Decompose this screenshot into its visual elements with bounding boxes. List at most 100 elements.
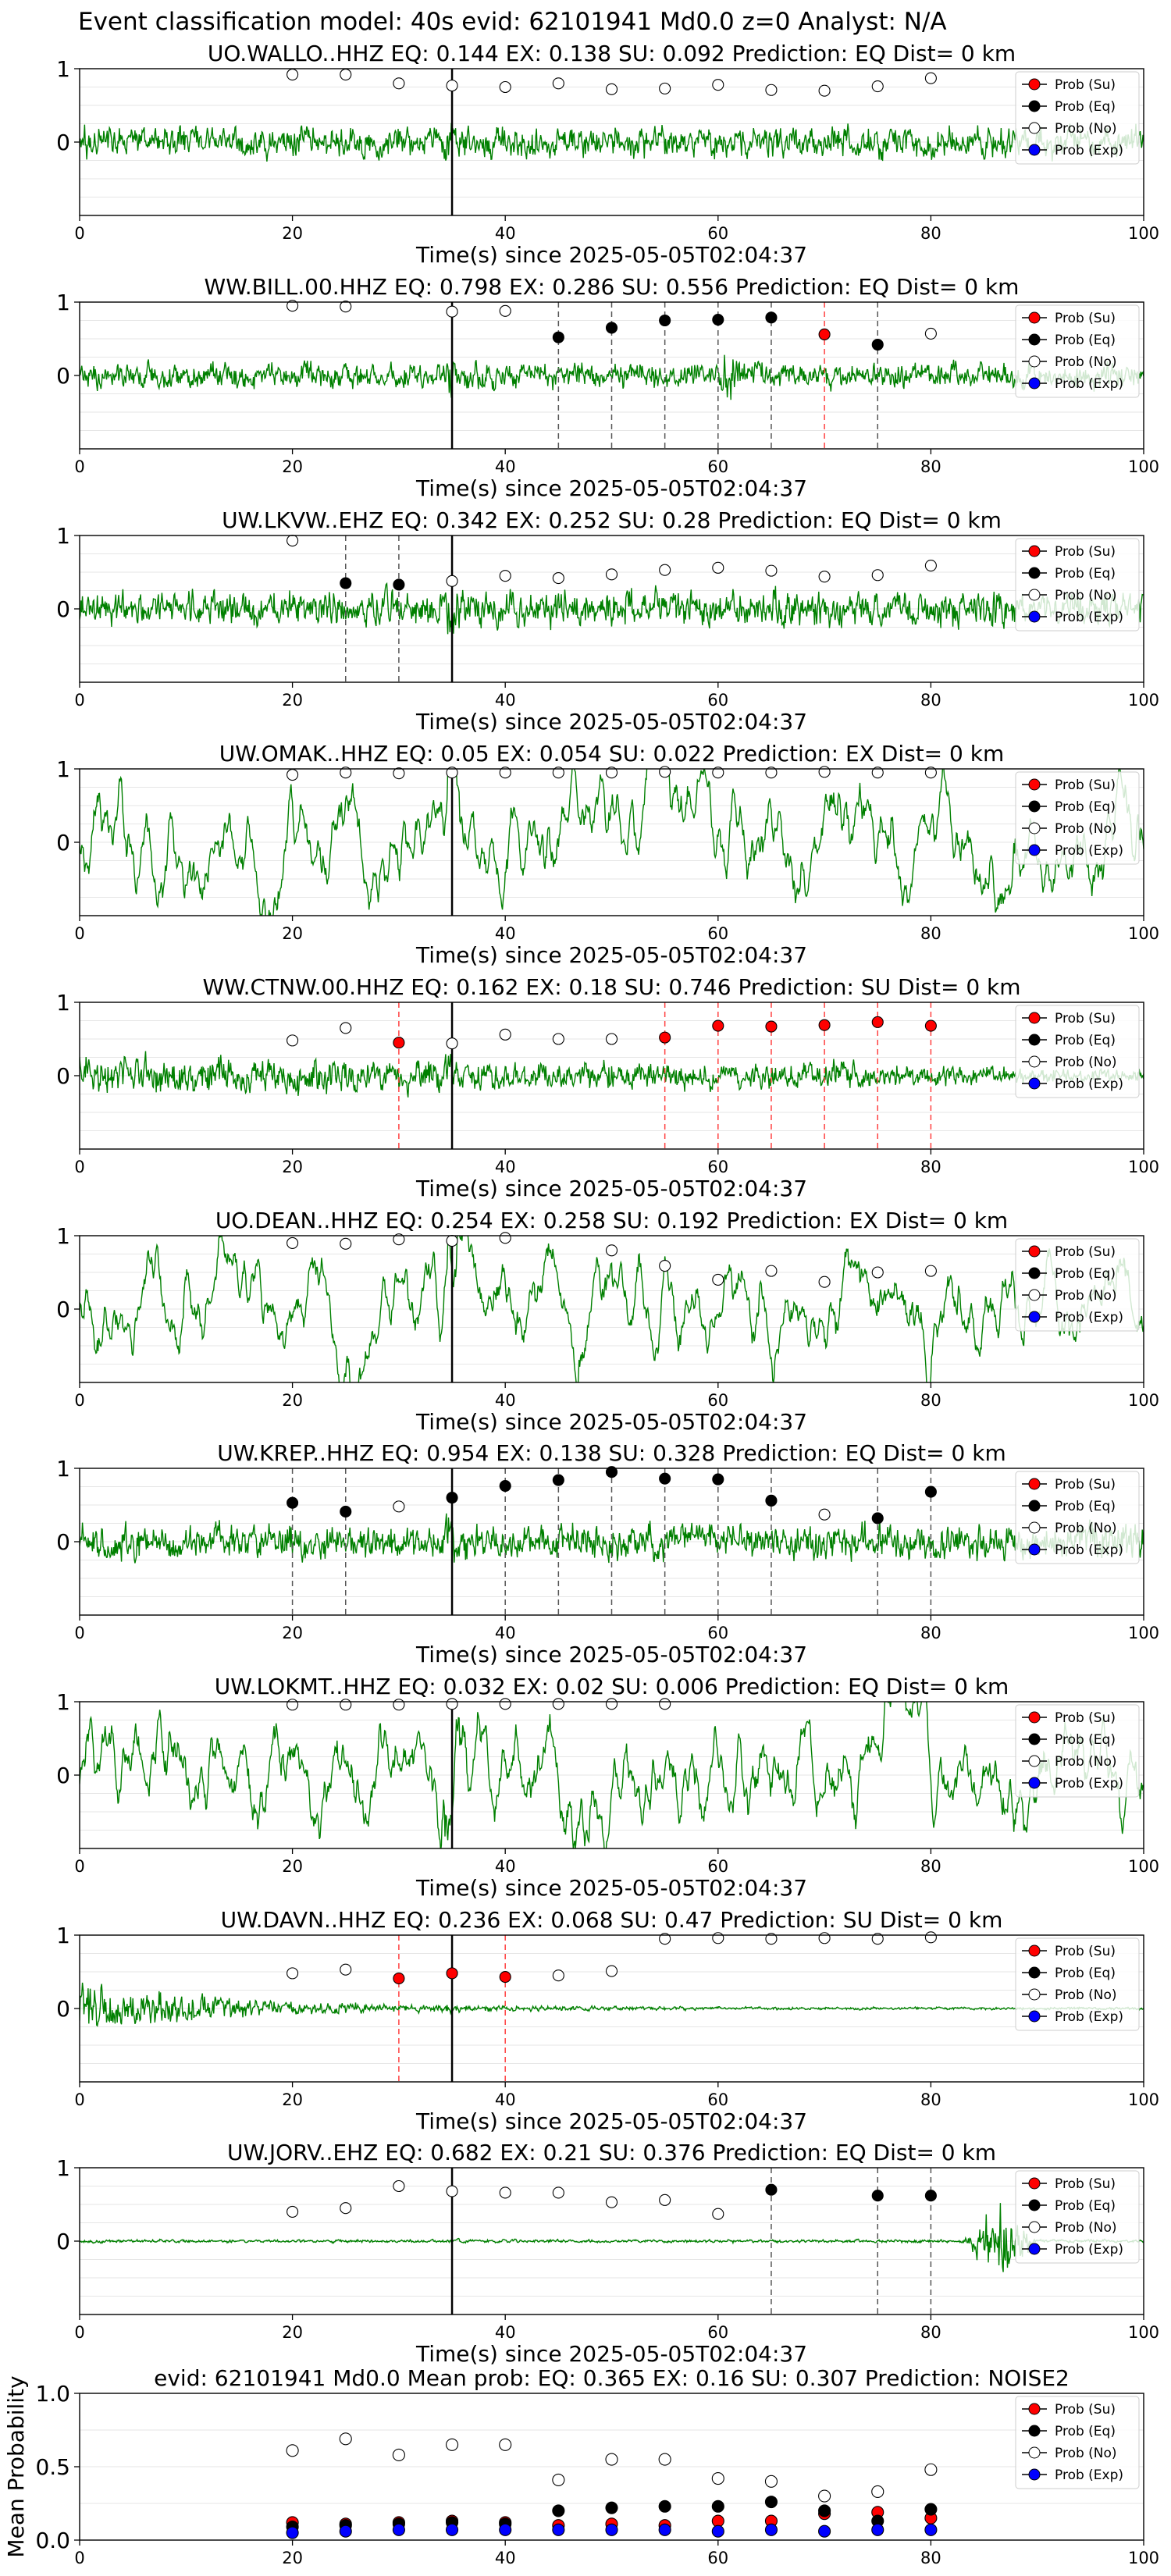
prob-marker-su xyxy=(499,1971,511,1984)
legend-label-no: Prob (No) xyxy=(1055,1521,1117,1536)
prob-marker-no xyxy=(393,1233,405,1246)
x-tick-label: 40 xyxy=(495,1391,516,1410)
y-tick-label: 0 xyxy=(56,1297,70,1322)
legend: Prob (Su) Prob (Eq) Prob (No) Prob (Exp) xyxy=(1015,1005,1140,1098)
prob-marker-eq xyxy=(924,2190,937,2202)
mean-marker-no xyxy=(658,2453,671,2466)
legend-label-exp: Prob (Exp) xyxy=(1055,843,1123,859)
x-tick-label: 40 xyxy=(495,691,516,710)
panel-title: WW.BILL.00.HHZ EQ: 0.798 EX: 0.286 SU: 0… xyxy=(205,274,1020,300)
y-axis-label: Mean Probability xyxy=(3,2375,29,2557)
panel-title: UW.JORV..EHZ EQ: 0.682 EX: 0.21 SU: 0.37… xyxy=(227,2140,996,2165)
panel-uo-wallo-hhz: UO.WALLO..HHZ EQ: 0.144 EX: 0.138 SU: 0.… xyxy=(56,41,1159,268)
y-tick-label: 0 xyxy=(56,2229,70,2254)
legend-marker-no xyxy=(1028,122,1041,134)
mean-marker-exp xyxy=(818,2524,831,2538)
x-axis-label: Time(s) since 2025-05-05T02:04:37 xyxy=(415,242,807,268)
x-tick-label: 60 xyxy=(707,1391,728,1410)
x-axis-label: Time(s) since 2025-05-05T02:04:37 xyxy=(415,942,807,968)
prob-marker-su xyxy=(871,1016,884,1028)
mean-marker-no xyxy=(605,2453,618,2466)
x-axis-label: Time(s) since 2025-05-05T02:04:37 xyxy=(415,1409,807,1435)
legend-label-no: Prob (No) xyxy=(1055,354,1117,370)
legend-box xyxy=(1015,2170,1140,2264)
prob-marker-eq xyxy=(924,1485,937,1498)
legend-label-exp: Prob (Exp) xyxy=(1055,376,1123,392)
x-tick-label: 0 xyxy=(74,457,84,476)
panel-uw-davn-hhz: UW.DAVN..HHZ EQ: 0.236 EX: 0.068 SU: 0.4… xyxy=(56,1907,1159,2134)
y-tick-label: 0.0 xyxy=(35,2528,70,2553)
legend-box xyxy=(1015,1005,1140,1098)
prob-marker-no xyxy=(871,1933,884,1945)
legend-box xyxy=(1015,1937,1140,2031)
prob-marker-no xyxy=(446,2185,458,2197)
plot-area xyxy=(80,1702,1144,1848)
prob-marker-no xyxy=(552,77,564,90)
prob-marker-no xyxy=(765,564,778,577)
mean-marker-no xyxy=(924,2463,938,2476)
legend-marker-su xyxy=(1028,545,1041,557)
x-axis-label: Time(s) since 2025-05-05T02:04:37 xyxy=(415,709,807,735)
plot-area xyxy=(80,1002,1144,1149)
legend-marker-eq xyxy=(1028,2199,1041,2211)
mean-marker-eq xyxy=(711,2500,724,2513)
mean-marker-no xyxy=(871,2485,884,2499)
x-tick-label: 60 xyxy=(707,1857,728,1876)
legend-label-no: Prob (No) xyxy=(1055,121,1117,137)
mean-marker-exp xyxy=(605,2523,618,2536)
x-tick-label: 20 xyxy=(282,2090,303,2109)
legend-label-su: Prob (Su) xyxy=(1055,1710,1116,1726)
prob-marker-no xyxy=(659,1933,671,1945)
mean-marker-no xyxy=(818,2489,831,2503)
prob-marker-no xyxy=(659,564,671,576)
x-tick-label: 40 xyxy=(495,2323,516,2342)
legend-label-exp: Prob (Exp) xyxy=(1055,1310,1123,1325)
plot-area xyxy=(80,69,1144,215)
x-tick-label: 80 xyxy=(920,924,941,943)
x-tick-label: 80 xyxy=(920,1624,941,1642)
prob-marker-no xyxy=(818,1932,831,1944)
prob-marker-no xyxy=(340,1963,352,1976)
x-tick-label: 80 xyxy=(920,1391,941,1410)
x-tick-label: 100 xyxy=(1128,1857,1159,1876)
prob-marker-no xyxy=(287,300,299,312)
prob-marker-no xyxy=(924,1265,937,1277)
prob-marker-no xyxy=(499,304,511,317)
prob-marker-eq xyxy=(871,2190,884,2202)
prob-marker-no xyxy=(605,83,618,95)
prob-marker-no xyxy=(924,327,937,340)
x-tick-label: 40 xyxy=(495,1624,516,1642)
panel-title: WW.CTNW.00.HHZ EQ: 0.162 EX: 0.18 SU: 0.… xyxy=(202,974,1020,1000)
prob-marker-eq xyxy=(340,1505,352,1518)
prob-marker-no xyxy=(552,1698,564,1710)
x-tick-label: 20 xyxy=(282,457,303,476)
legend-marker-no xyxy=(1028,1289,1041,1301)
legend-marker-su xyxy=(1028,2177,1041,2190)
prob-marker-no xyxy=(287,1699,299,1711)
prob-marker-no xyxy=(552,767,564,779)
mean-marker-exp xyxy=(924,2523,938,2536)
prob-marker-eq xyxy=(659,314,671,327)
panels: UO.WALLO..HHZ EQ: 0.144 EX: 0.138 SU: 0.… xyxy=(3,41,1159,2567)
mean-marker-exp xyxy=(711,2524,724,2538)
prob-marker-eq xyxy=(605,1466,618,1478)
panel-ww-ctnw-00-hhz: WW.CTNW.00.HHZ EQ: 0.162 EX: 0.18 SU: 0.… xyxy=(56,974,1159,1201)
prob-marker-no xyxy=(924,559,937,572)
legend-label-exp: Prob (Exp) xyxy=(1055,2467,1123,2483)
legend-marker-su xyxy=(1028,1478,1041,1490)
prob-marker-no xyxy=(605,1698,618,1710)
legend-marker-exp xyxy=(1028,144,1041,156)
prob-marker-no xyxy=(818,766,831,778)
y-tick-label: 0 xyxy=(56,1996,70,2022)
prob-marker-eq xyxy=(765,1494,778,1507)
panel-title: UW.LKVW..EHZ EQ: 0.342 EX: 0.252 SU: 0.2… xyxy=(222,507,1002,533)
prob-marker-eq xyxy=(712,314,724,326)
waveform-trace xyxy=(80,1982,1144,2027)
prob-marker-no xyxy=(446,1235,458,1247)
x-tick-label: 60 xyxy=(707,691,728,710)
legend-marker-su xyxy=(1028,1944,1041,1957)
prob-marker-su xyxy=(446,1967,458,1980)
prob-marker-eq xyxy=(871,338,884,351)
waveform-trace xyxy=(80,582,1144,635)
